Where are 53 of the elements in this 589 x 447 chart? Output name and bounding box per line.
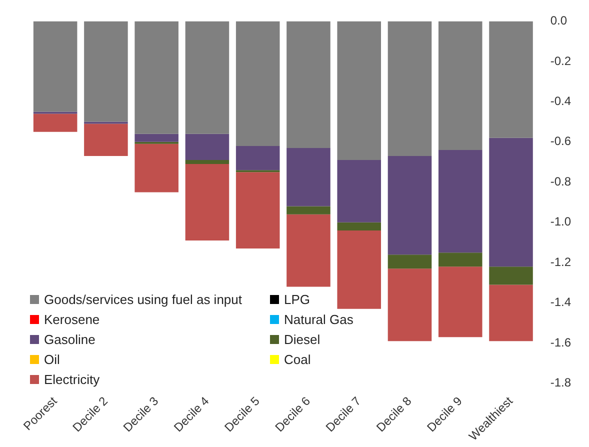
legend-label: Kerosene bbox=[44, 312, 100, 327]
bar bbox=[286, 148, 330, 206]
legend-label: Natural Gas bbox=[284, 312, 354, 327]
y-tick-label: -0.4 bbox=[550, 94, 572, 108]
bar bbox=[438, 252, 482, 267]
legend-label: LPG bbox=[284, 292, 310, 307]
bar bbox=[438, 21, 482, 150]
bar bbox=[286, 214, 330, 287]
bar bbox=[33, 21, 78, 112]
legend-label: Coal bbox=[284, 352, 311, 367]
y-tick-label: 0.0 bbox=[550, 14, 568, 28]
y-tick-label: -1.0 bbox=[550, 214, 572, 229]
bar bbox=[185, 164, 230, 241]
bar bbox=[236, 146, 280, 170]
bar bbox=[134, 21, 178, 134]
bar bbox=[489, 138, 533, 267]
bar bbox=[388, 156, 432, 255]
bar bbox=[185, 21, 230, 134]
legend-label: Oil bbox=[44, 352, 60, 367]
bar bbox=[84, 124, 128, 156]
legend-label: Electricity bbox=[44, 372, 100, 387]
bar bbox=[185, 160, 230, 164]
legend-label: Gasoline bbox=[44, 332, 96, 347]
bar bbox=[388, 21, 432, 156]
bar bbox=[489, 266, 533, 285]
bar bbox=[388, 254, 432, 269]
y-tick-label: -1.4 bbox=[550, 295, 572, 310]
bar bbox=[337, 222, 382, 230]
bar bbox=[134, 144, 178, 192]
y-tick-label: -1.6 bbox=[550, 335, 572, 350]
bar bbox=[286, 206, 330, 214]
y-tick-label: -1.2 bbox=[550, 254, 572, 269]
y-tick-label: -1.8 bbox=[550, 376, 572, 390]
bar bbox=[185, 134, 230, 160]
bar bbox=[337, 160, 382, 222]
bar bbox=[286, 21, 330, 148]
legend-label: Diesel bbox=[284, 332, 320, 347]
legend-label: Goods/services using fuel as input bbox=[44, 292, 242, 307]
bar bbox=[236, 172, 280, 249]
bar bbox=[438, 150, 482, 253]
bar bbox=[236, 21, 280, 146]
y-tick-label: -0.6 bbox=[550, 134, 572, 148]
bar bbox=[489, 21, 533, 138]
bar bbox=[388, 268, 432, 342]
y-tick-label: -0.8 bbox=[550, 174, 572, 188]
bar bbox=[489, 284, 533, 342]
bar bbox=[33, 114, 78, 132]
bar bbox=[438, 266, 482, 338]
bar bbox=[337, 230, 382, 309]
y-tick-label: -0.2 bbox=[550, 54, 572, 68]
bar bbox=[84, 21, 128, 122]
bar bbox=[337, 21, 382, 160]
bar bbox=[134, 134, 178, 142]
